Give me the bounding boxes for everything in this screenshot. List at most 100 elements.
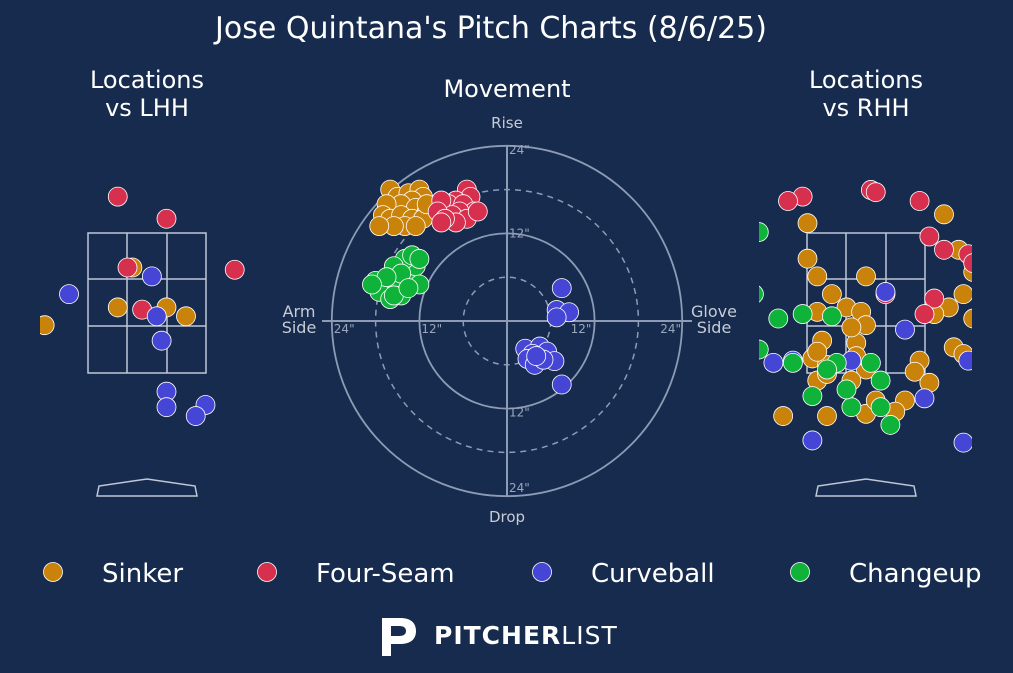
movement-point-sinker [405,216,426,237]
movement-point-changeup [362,274,382,295]
pitch-point-four-seam [224,259,245,280]
movement-point-curveball [546,307,567,328]
pitch-point-curveball [958,350,972,371]
pitch-point-sinker [983,267,1002,286]
legend-item-sinker: Sinker [43,559,183,589]
pitch-point-curveball [802,430,823,451]
movement-right-label: Glove Side [691,302,737,337]
pitcherlist-wordmark: PITCHERLIST [434,620,618,650]
pitch-point-curveball [914,388,935,409]
pitch-point-sinker [817,406,837,426]
chart-title: Jose Quintana's Pitch Charts (8/6/25) [213,11,767,46]
movement-bottom-label: Drop [489,508,525,526]
pitcherlist-logo-icon [382,618,416,656]
legend-label: Curveball [591,559,715,589]
pitch-point-changeup [836,379,857,400]
pitch-point-changeup [802,386,823,407]
pitch-point-four-seam [963,253,972,273]
pitch-point-sinker [176,306,196,327]
movement-panel: Movement Rise Drop Arm Side Glove Side 12"… [282,75,737,526]
movement-ring-label: 24" [660,322,681,336]
pitch-point-curveball [875,282,896,302]
pitch-point-sinker [904,361,925,382]
pitch-point-four-seam [924,288,945,309]
pitch-point-curveball [763,352,784,373]
movement-ring-label: 24" [509,143,530,157]
rhh-panel-title: Locations vs RHH [809,66,923,122]
pitch-point-changeup [759,222,769,242]
movement-ring-label: 24" [509,481,530,495]
movement-ring-label: 12" [571,322,592,336]
pitch-point-four-seam [264,313,283,332]
movement-ring-label: 12" [509,226,530,240]
pitch-point-four-seam [973,271,992,290]
pitch-point-sinker [963,308,972,329]
pitch-point-four-seam [107,186,128,207]
pitch-point-sinker [821,284,842,305]
pitch-point-four-seam [156,208,177,229]
pitch-point-changeup [870,370,891,391]
movement-point-four-seam [431,212,452,233]
pitch-point-curveball [59,284,79,305]
pitch-point-four-seam [865,182,886,203]
legend-swatch [532,562,552,582]
pitch-point-curveball [141,266,162,287]
pitch-point-changeup [759,339,769,360]
pitch-point-changeup [880,415,901,435]
pitch-point-sinker [254,302,273,321]
pitch-point-four-seam [934,239,954,260]
pitcherlist-logo: PITCHERLIST [378,612,618,658]
pitch-point-sinker [856,266,876,287]
pitch-point-sinker [40,315,55,336]
pitch-point-sinker [797,213,818,234]
pitch-point-sinker [973,325,992,344]
movement-point-sinker [369,216,390,237]
home-plate [96,478,198,497]
pitch-point-curveball [151,330,172,351]
pitch-point-curveball [895,319,915,340]
movement-point-curveball [526,346,547,366]
lhh-panel-title: Locations vs LHH [90,66,204,122]
legend-swatch [257,562,277,582]
home-plate [815,478,917,497]
legend: Sinker Four-Seam Curveball Changeup [43,559,982,589]
movement-point-curveball [551,374,572,395]
pitch-point-four-seam [778,191,798,211]
pitch-point-changeup [768,308,789,329]
pitch-point-curveball [953,432,972,453]
pitch-point-four-seam [909,191,930,211]
pitch-point-four-seam [919,226,940,247]
movement-left-label: Arm Side [282,302,317,337]
locations-rhh-panel: Locations vs RHH [759,66,1002,497]
pitch-point-sinker [807,341,828,362]
pitch-point-sinker [107,297,128,318]
pitch-point-sinker [953,284,972,305]
pitch-point-sinker [841,317,862,338]
legend-label: Four-Seam [316,559,455,589]
pitch-point-sinker [807,266,828,287]
pitch-point-four-seam [914,304,935,324]
pitch-point-sinker [797,248,818,269]
pitch-point-changeup [792,304,813,324]
pitch-point-curveball [156,397,177,418]
pitch-point-changeup [841,397,862,418]
pitch-point-changeup [860,352,881,373]
pitch-point-changeup [782,352,803,373]
locations-lhh-panel: Locations vs LHH [40,66,283,497]
legend-swatch [43,562,63,582]
legend-item-changeup: Changeup [790,559,982,589]
pitch-point-curveball [973,477,992,496]
pitch-point-changeup [821,306,842,327]
pitch-point-curveball [185,406,206,426]
movement-point-curveball [551,278,572,299]
movement-ring-label: 24" [334,322,355,336]
movement-panel-title: Movement [443,75,570,103]
movement-ring-label: 12" [509,406,530,420]
legend-item-four-seam: Four-Seam [257,559,455,589]
movement-point-changeup [398,278,419,299]
movement-top-label: Rise [491,114,523,132]
pitch-point-changeup [817,359,837,380]
movement-point-four-seam [467,201,488,222]
legend-swatch [790,562,810,582]
